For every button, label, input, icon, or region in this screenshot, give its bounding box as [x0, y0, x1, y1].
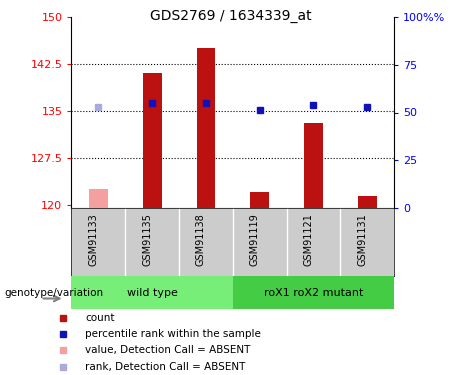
Text: GDS2769 / 1634339_at: GDS2769 / 1634339_at	[150, 9, 311, 23]
Bar	[250, 192, 269, 208]
Bar	[89, 189, 108, 208]
Bar	[196, 48, 215, 208]
Bar	[71, 276, 233, 309]
Text: count: count	[85, 313, 115, 322]
Text: GSM91131: GSM91131	[357, 213, 367, 266]
Text: GSM91121: GSM91121	[303, 213, 313, 266]
Text: rank, Detection Call = ABSENT: rank, Detection Call = ABSENT	[85, 362, 246, 372]
Text: GSM91119: GSM91119	[250, 213, 260, 266]
Bar	[233, 276, 394, 309]
Bar	[358, 196, 377, 208]
Text: roX1 roX2 mutant: roX1 roX2 mutant	[264, 288, 363, 297]
Text: percentile rank within the sample: percentile rank within the sample	[85, 329, 261, 339]
Text: GSM91133: GSM91133	[89, 213, 98, 266]
Text: wild type: wild type	[127, 288, 177, 297]
Text: genotype/variation: genotype/variation	[5, 288, 104, 297]
Text: value, Detection Call = ABSENT: value, Detection Call = ABSENT	[85, 345, 251, 355]
Bar	[143, 73, 161, 208]
Text: GSM91138: GSM91138	[196, 213, 206, 266]
Bar	[304, 123, 323, 208]
Text: GSM91135: GSM91135	[142, 213, 152, 266]
